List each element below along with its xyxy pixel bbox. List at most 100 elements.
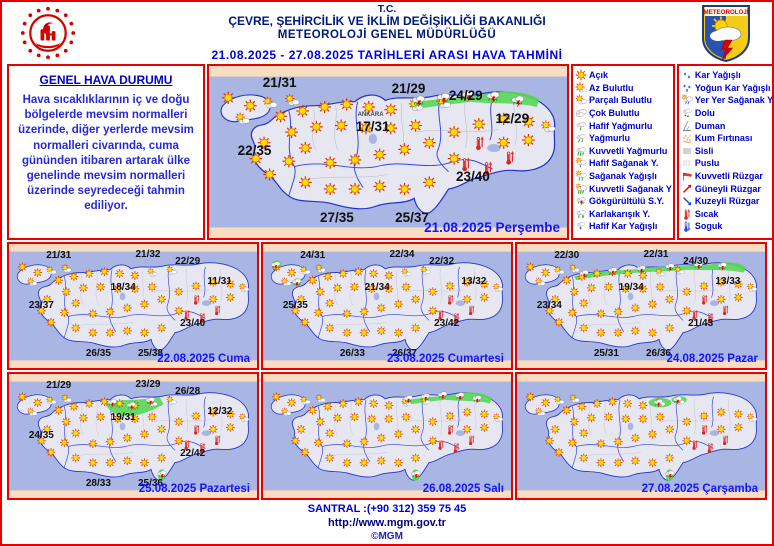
meteorology-logo-text: METEOROLOJİ xyxy=(703,9,748,16)
temp-southwest: 25/31 xyxy=(593,348,619,360)
legend-label: Kum Fırtınası xyxy=(694,133,753,144)
strong-wind-icon xyxy=(681,170,693,182)
legend-label: Yağmurlu xyxy=(589,133,631,144)
ministry-title: ÇEVRE, ŞEHİRCİLİK VE İKLİM DEĞİŞİKLİĞİ B… xyxy=(228,14,546,29)
turkey-weather-map xyxy=(517,381,765,491)
temp-northwest: 22/30 xyxy=(554,250,580,262)
map-date-label: 21.08.2025 Perşembe xyxy=(424,220,560,235)
legend-item: Dolu xyxy=(681,107,772,120)
temp-east: 12/29 xyxy=(495,110,530,126)
legend-item: Kuzeyli Rüzgar xyxy=(681,195,772,208)
temp-north: 22/34 xyxy=(389,248,415,260)
heavy-shower-icon xyxy=(575,183,587,195)
temp-west: 23/34 xyxy=(536,299,562,311)
temp-north: 23/29 xyxy=(135,378,161,390)
forecast-map-monday: 21/29 23/29 26/28 12/32 19/31 24/35 28/3… xyxy=(7,372,259,500)
legend-item: Yer Yer Sağanak Y. xyxy=(681,94,774,107)
temp-southeast: 23/40 xyxy=(180,318,206,330)
temp-south: 25/36 xyxy=(137,478,163,490)
legend-label: Karlakarışık Y. xyxy=(589,208,650,219)
local-shower-icon xyxy=(681,94,693,106)
temp-east: 11/31 xyxy=(207,276,232,288)
temp-west: 25/35 xyxy=(282,299,308,311)
legend-item: Duman xyxy=(681,119,772,132)
temp-central: 18/34 xyxy=(110,282,136,294)
temp-west: 22/35 xyxy=(237,143,272,159)
legend-label: Kuvvetli Sağanak Y xyxy=(589,183,672,194)
general-weather-panel: GENEL HAVA DURUMU Hava sıcaklıklarının i… xyxy=(7,64,205,240)
temp-northeast: 22/32 xyxy=(429,256,455,268)
forecast-map-tuesday: 26.08.2025 Salı xyxy=(261,372,513,500)
legend-label: Hafif Yağmurlu xyxy=(589,120,653,131)
temp-central: 21/34 xyxy=(364,282,390,294)
main-forecast-map-thursday: ANKARA 21/31 21/29 24/29 12/29 17/31 22/… xyxy=(207,64,569,240)
legend-item: Puslu xyxy=(681,157,772,170)
legend-label: Duman xyxy=(694,120,726,131)
light-rain-icon xyxy=(575,120,587,132)
legend-label: Dolu xyxy=(694,108,715,119)
map-date-label: 24.08.2025 Pazar xyxy=(666,353,758,365)
map-date-label: 26.08.2025 Salı xyxy=(422,483,504,495)
map-date-label: 23.08.2025 Cumartesi xyxy=(387,353,504,365)
temp-central: 19/34 xyxy=(618,282,644,294)
legend-item: Karlakarışık Y. xyxy=(575,208,672,221)
clouds-icon xyxy=(575,107,587,119)
temp-north: 21/29 xyxy=(391,81,426,97)
sun-cloud-icon xyxy=(575,94,587,106)
temp-southeast: 23/40 xyxy=(456,169,490,185)
sandstorm-icon xyxy=(681,132,693,144)
legend-item: Kuvvetli Yağmurlu xyxy=(575,145,672,158)
website-url: http://www.mgm.gov.tr xyxy=(328,516,446,529)
ministry-logo xyxy=(2,5,94,61)
turkey-weather-map xyxy=(9,381,257,491)
thunderstorm-icon xyxy=(575,195,587,207)
general-weather-text: Hava sıcaklıklarının iç ve doğu bölgeler… xyxy=(18,94,194,213)
legend-item: Parçalı Bulutlu xyxy=(575,94,672,107)
fog-icon xyxy=(681,145,693,157)
heavy-rain-icon xyxy=(575,145,587,157)
temp-central: 19/31 xyxy=(110,412,136,424)
shower-icon xyxy=(575,170,587,182)
legend-label: Puslu xyxy=(694,158,720,169)
north-wind-icon xyxy=(681,195,693,207)
legend-item: Hafif Kar Yağışlı xyxy=(575,220,672,233)
hot-icon xyxy=(681,208,693,220)
legend-item: Az Bulutlu xyxy=(575,82,672,95)
sun-icon xyxy=(575,69,587,81)
temp-northwest: 21/31 xyxy=(46,250,72,262)
smoke-icon xyxy=(681,120,693,132)
legend-label: Yoğun Kar Yağışlı xyxy=(694,82,771,93)
city-label-ankara: ANKARA xyxy=(357,111,384,118)
legend-column-left: Açık Az Bulutlu Parçalı Bulutlu Çok Bulu… xyxy=(571,64,675,240)
turkey-weather-map xyxy=(263,381,511,491)
temp-south: 25/37 xyxy=(395,210,429,226)
forecast-date-range: 21.08.2025 - 27.08.2025 TARİHLERİ ARASI … xyxy=(211,48,563,63)
republic-label: T.C. xyxy=(377,3,397,16)
legend-label: Kuzeyli Rüzgar xyxy=(694,196,760,207)
turkey-weather-map xyxy=(209,76,567,228)
legend-label: Yer Yer Sağanak Y. xyxy=(694,95,774,106)
legend-label: Sıcak xyxy=(694,208,719,219)
legend-item: Yağmurlu xyxy=(575,132,672,145)
legend-item: Kuvvetli Sağanak Y xyxy=(575,182,672,195)
ministry-seal-icon xyxy=(20,6,76,60)
legend-label: Kuvvetli Yağmurlu xyxy=(589,145,668,156)
temp-west: 24/35 xyxy=(28,429,54,441)
directorate-title: METEOROLOJİ GENEL MÜDÜRLÜĞÜ xyxy=(277,28,497,41)
legend-item: Kuvvetli Rüzgar xyxy=(681,170,772,183)
temp-west: 23/37 xyxy=(28,299,54,311)
forecast-map-friday: 21/31 21/32 22/29 11/31 18/34 23/37 26/3… xyxy=(7,242,259,370)
legend-label: Güneyli Rüzgar xyxy=(694,183,761,194)
temp-southeast: 23/42 xyxy=(434,318,460,330)
general-weather-title: GENEL HAVA DURUMU xyxy=(39,73,173,87)
rain-icon xyxy=(575,132,587,144)
temp-southwest: 26/33 xyxy=(339,348,365,360)
header-titles: T.C. ÇEVRE, ŞEHİRCİLİK VE İKLİM DEĞİŞİKL… xyxy=(94,3,680,63)
legend-item: Sıcak xyxy=(681,208,772,221)
legend-label: Sağanak Yağışlı xyxy=(589,171,657,182)
legend-label: Kar Yağışlı xyxy=(694,70,741,81)
temp-north: 21/32 xyxy=(135,248,161,260)
legend-item: Hafif Yağmurlu xyxy=(575,119,672,132)
haze-icon xyxy=(681,157,693,169)
temp-northwest: 21/31 xyxy=(262,74,297,90)
